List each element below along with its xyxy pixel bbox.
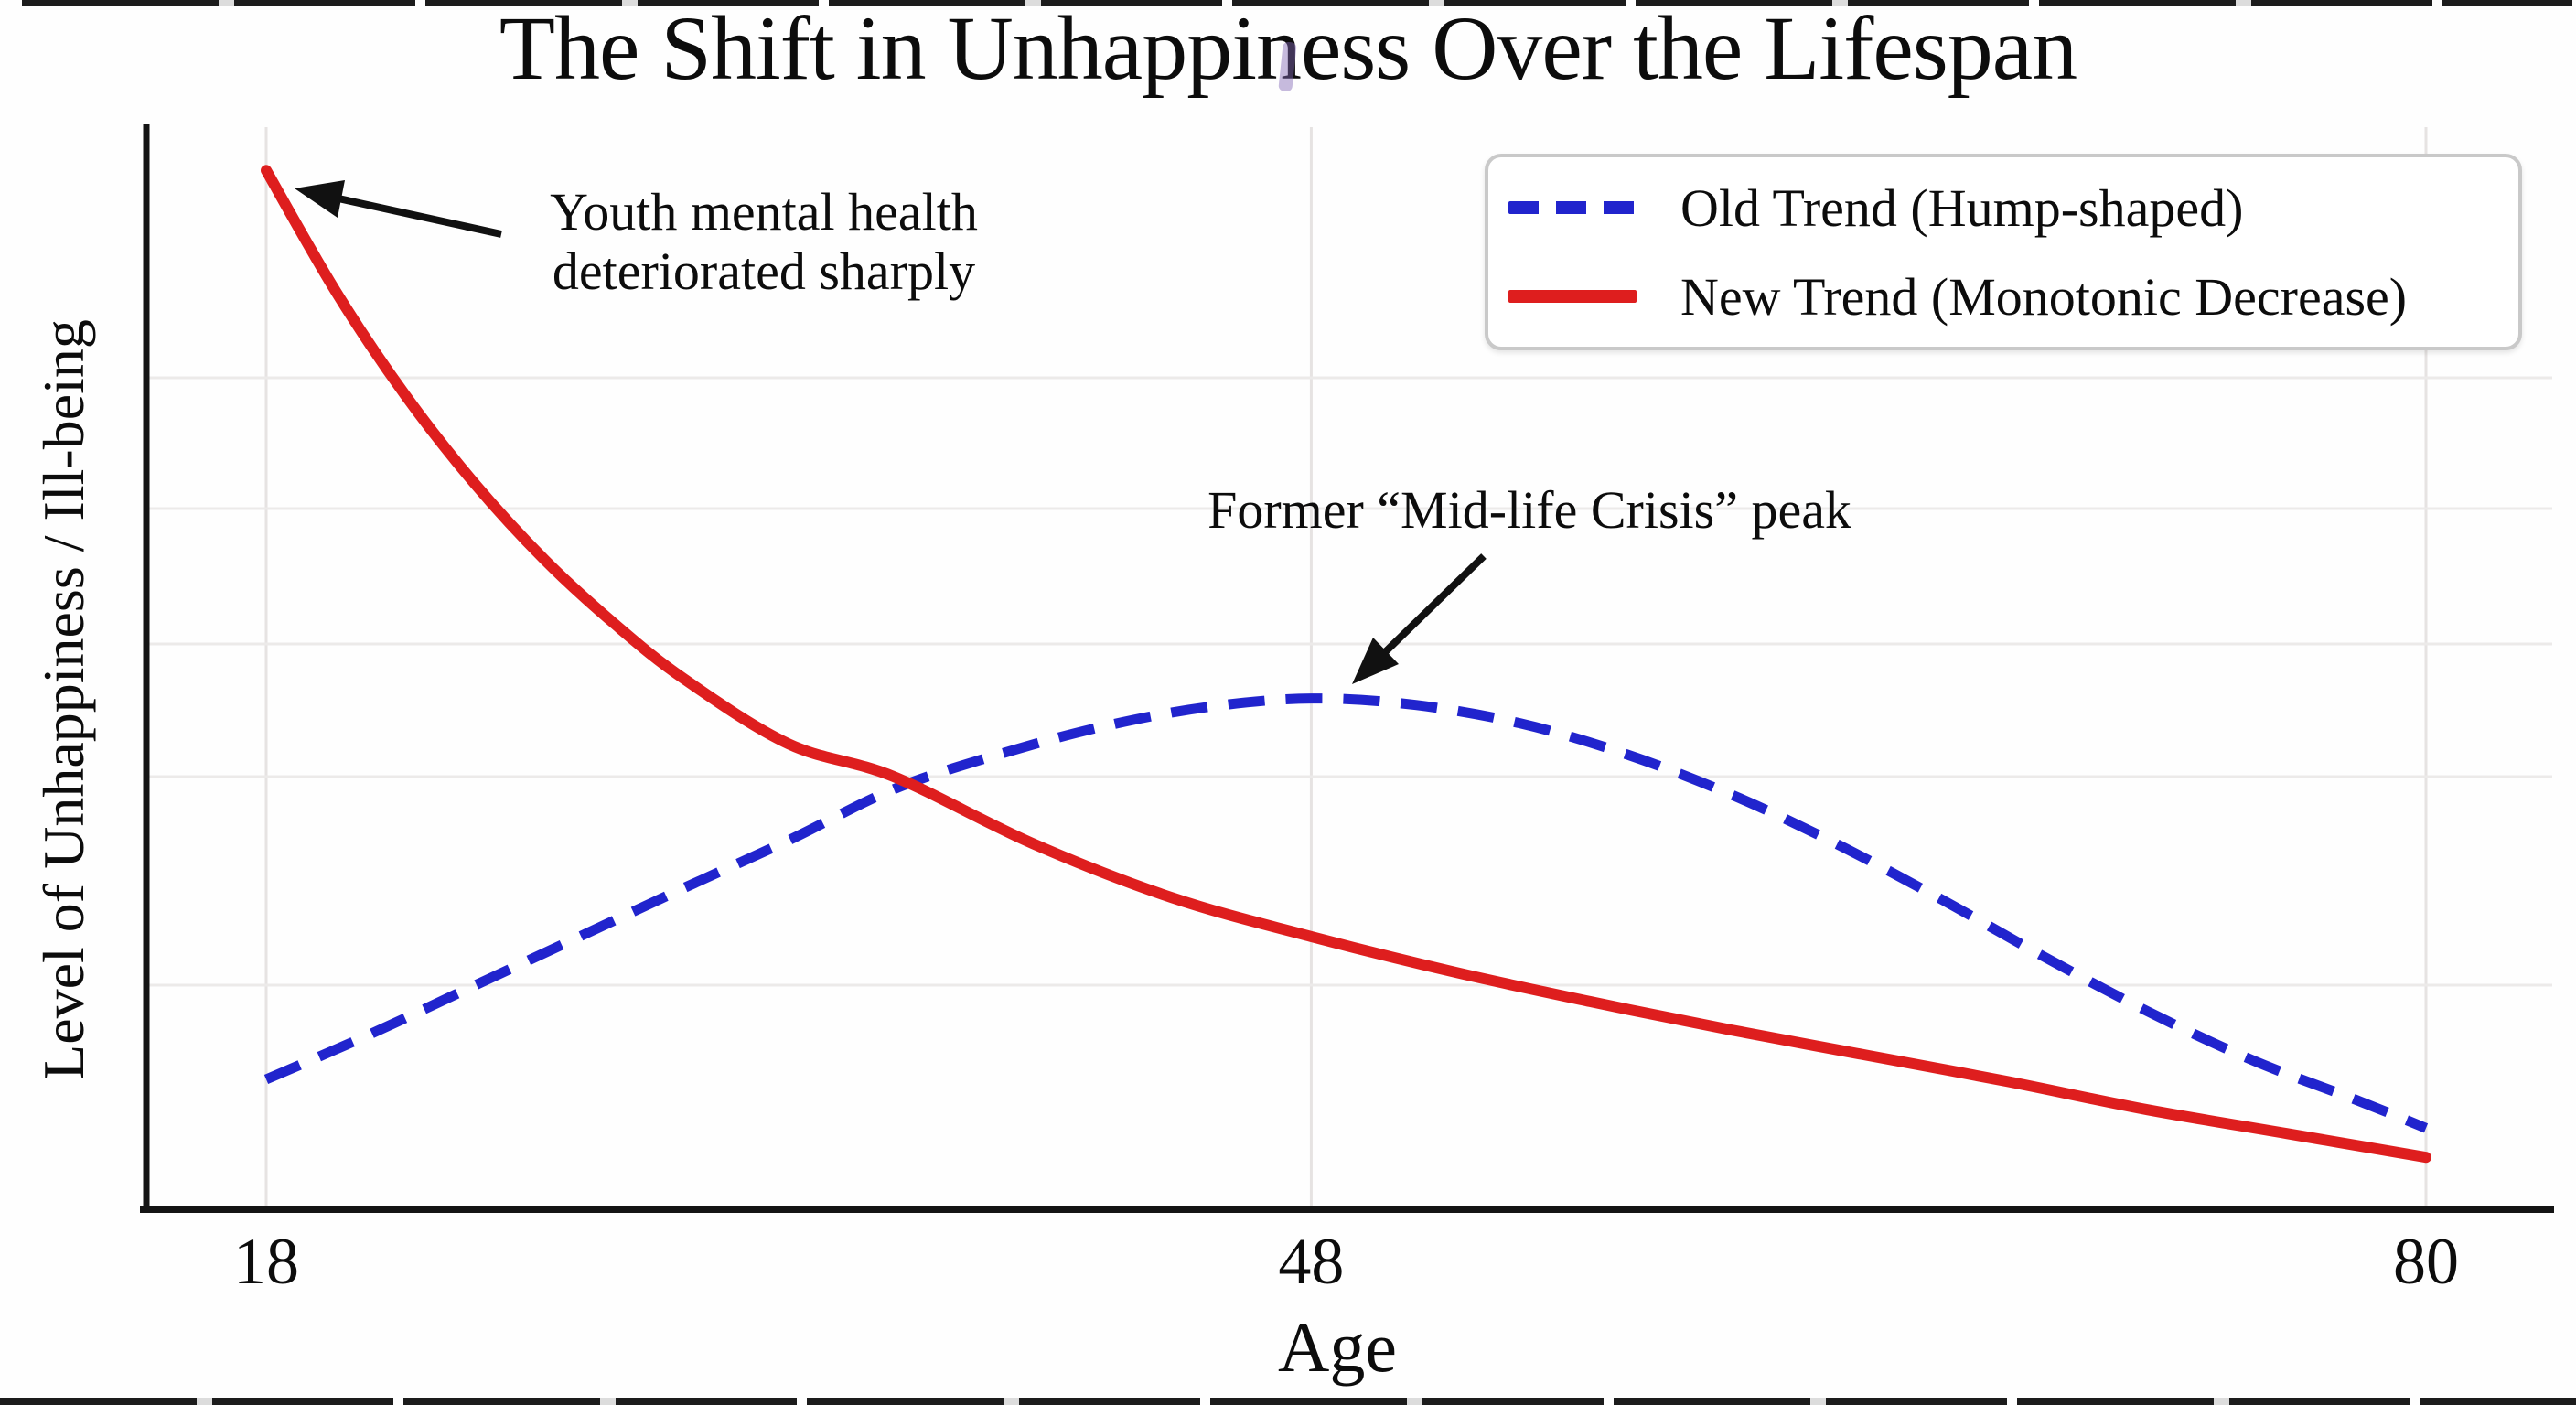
chart-title: The Shift in Unhappiness Over the Lifesp… [499, 0, 2077, 99]
x-tick-label: 18 [233, 1225, 299, 1298]
curve-new-trend [261, 165, 2431, 1164]
annotation-line: Youth mental health [550, 182, 978, 241]
annotation-line: Former “Mid-life Crisis” peak [1208, 480, 1852, 540]
annotation-midlife-peak: Former “Mid-life Crisis” peak [1164, 480, 1895, 541]
x-tick-label: 48 [1278, 1225, 1345, 1298]
midlife-annotation-arrow [1352, 553, 1487, 684]
x-axis-label: Age [1278, 1307, 1397, 1387]
scan-artifact-top [22, 0, 2572, 6]
gridlines [149, 127, 2552, 1209]
curve-old-trend [263, 693, 2429, 1133]
youth-annotation-arrow [295, 180, 502, 238]
legend-box: Old Trend (Hump-shaped) New Trend (Monot… [1485, 154, 2522, 350]
legend-label: Old Trend (Hump-shaped) [1680, 177, 2244, 238]
annotation-line: deteriorated sharply [552, 241, 976, 301]
x-tick-label: 80 [2393, 1225, 2459, 1298]
scan-artifact-bottom [0, 1398, 2576, 1405]
solid-line-swatch [1508, 290, 1637, 303]
legend-item-new-trend: New Trend (Monotonic Decrease) [1488, 252, 2518, 340]
annotation-youth-mental-health: Youth mental health deteriorated sharply [508, 182, 1020, 302]
dashed-line-swatch [1508, 201, 1637, 214]
legend-item-old-trend: Old Trend (Hump-shaped) [1488, 164, 2518, 252]
data-curves [261, 165, 2431, 1164]
legend-label: New Trend (Monotonic Decrease) [1680, 266, 2408, 327]
